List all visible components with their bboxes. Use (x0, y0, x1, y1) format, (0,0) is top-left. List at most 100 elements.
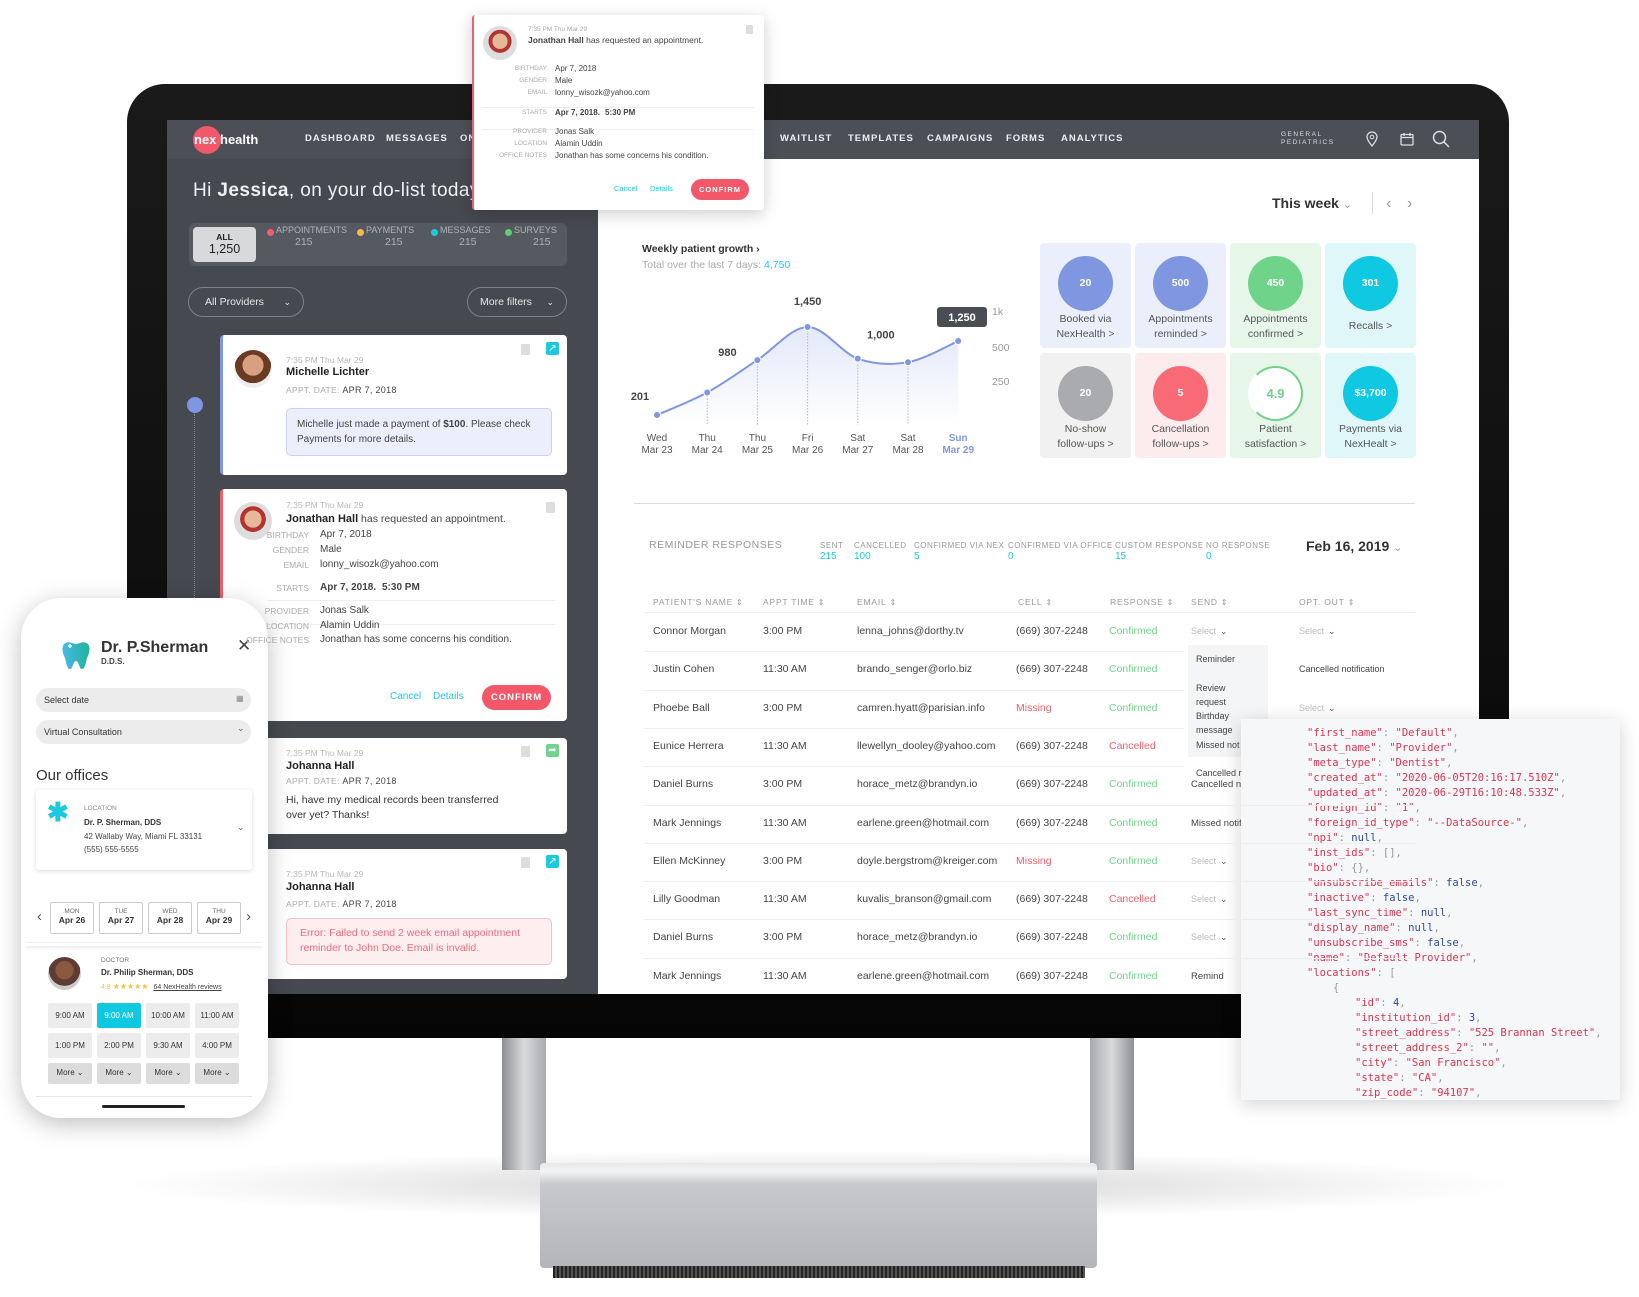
column-label: CELL (1018, 597, 1043, 607)
send-menu-item[interactable]: Review request (1196, 683, 1227, 707)
open-external-icon[interactable]: ↗ (546, 855, 559, 868)
details-button[interactable]: Details (433, 691, 464, 702)
time-slot[interactable]: 10:00 AM (146, 1003, 190, 1028)
nav-messages[interactable]: MESSAGES (386, 133, 448, 144)
next-week-button[interactable]: › (1407, 195, 1413, 212)
close-icon[interactable]: ✕ (237, 636, 252, 655)
day-option[interactable]: THU Apr 29 (197, 902, 241, 934)
send-menu-item[interactable]: Birthday message (1196, 711, 1233, 735)
date-dropdown[interactable]: Feb 16, 2019 ⌄ (1306, 538, 1403, 554)
opt-out-select[interactable]: Select ⌄ (1299, 626, 1336, 637)
calendar-icon[interactable] (1400, 132, 1414, 146)
time-slot[interactable]: 9:30 AM (146, 1033, 190, 1058)
search-icon[interactable] (1432, 130, 1450, 148)
filter-appointments[interactable]: APPOINTMENTS (276, 225, 348, 235)
send-menu-item[interactable]: Cancelled r (1196, 768, 1242, 778)
column-header-6[interactable]: OPT. OUT ⇕ (1299, 597, 1355, 608)
reply-icon[interactable]: ➦ (546, 744, 559, 757)
more-slots-button[interactable]: More ⌄ (97, 1063, 141, 1084)
column-header-1[interactable]: APPT TIME ⇕ (763, 597, 825, 608)
opt-out-select[interactable]: Cancelled notification (1299, 664, 1385, 675)
nav-templates[interactable]: TEMPLATES (848, 133, 914, 144)
confirm-button[interactable]: CONFIRM (482, 685, 551, 710)
column-header-0[interactable]: PATIENT'S NAME ⇕ (653, 597, 744, 608)
filter-payments[interactable]: PAYMENTS (366, 225, 415, 235)
nav-dashboard[interactable]: DASHBOARD (305, 133, 376, 144)
nav-online[interactable]: ON (460, 133, 477, 144)
json-line: "created_at": "2020-06-05T20:16:17.510Z"… (1307, 772, 1566, 785)
chevron-down-icon[interactable]: ⌄ (237, 822, 245, 832)
json-comma: , (1458, 937, 1466, 949)
chart-title[interactable]: Weekly patient growth › (642, 243, 760, 255)
prev-week-button[interactable]: ‹ (1386, 195, 1392, 212)
reviews-link[interactable]: 64 NexHealth reviews (153, 984, 222, 991)
more-slots-button[interactable]: More ⌄ (146, 1063, 190, 1084)
time-slot[interactable]: 4:00 PM (195, 1033, 239, 1058)
trash-icon[interactable] (521, 746, 530, 757)
day-option[interactable]: TUE Apr 27 (99, 902, 143, 934)
providers-dropdown[interactable]: All Providers ⌄ (188, 287, 304, 317)
patient-name: Michelle Lichter (286, 366, 370, 378)
column-header-4[interactable]: RESPONSE ⇕ (1110, 597, 1174, 608)
send-select[interactable]: Cancelled no (1191, 779, 1241, 790)
send-menu-item[interactable]: Reminder (1196, 654, 1236, 664)
filter-all[interactable]: ALL 1,250 (193, 227, 256, 262)
visit-type-select[interactable]: Virtual Consultation (36, 720, 251, 744)
cancel-button[interactable]: Cancel (390, 691, 422, 702)
time-slot[interactable]: 2:00 PM (97, 1033, 141, 1058)
send-select[interactable]: Select ⌄ (1191, 856, 1228, 867)
todo-card-message[interactable] (220, 738, 567, 834)
open-external-icon[interactable]: ↗ (546, 342, 559, 355)
time-slot[interactable]: 1:00 PM (48, 1033, 92, 1058)
todo-card-appointment-request[interactable] (220, 489, 567, 721)
field-label: EMAIL (527, 89, 547, 96)
home-indicator (102, 1105, 185, 1108)
trash-icon[interactable] (521, 857, 530, 868)
trash-icon[interactable] (746, 25, 753, 34)
nav-campaigns[interactable]: CAMPAIGNS (927, 133, 994, 144)
trash-icon[interactable] (521, 344, 530, 355)
practice-selector[interactable]: GENERAL PEDIATRICS (1281, 131, 1335, 147)
column-label: OPT. OUT (1299, 597, 1345, 607)
nav-waitlist[interactable]: WAITLIST (780, 133, 833, 144)
nav-forms[interactable]: FORMS (1006, 133, 1046, 144)
filter-messages[interactable]: MESSAGES (440, 225, 491, 235)
opt-out-select[interactable]: Select ⌄ (1299, 703, 1336, 714)
more-filters-dropdown[interactable]: More filters ⌄ (467, 287, 567, 317)
send-select[interactable]: Select ⌄ (1191, 894, 1228, 905)
top-navbar (167, 120, 1479, 159)
nav-analytics[interactable]: ANALYTICS (1061, 133, 1124, 144)
more-slots-button[interactable]: More ⌄ (48, 1063, 92, 1084)
popup-details-button[interactable]: Details (650, 184, 673, 193)
avatar (234, 350, 272, 388)
period-dropdown[interactable]: This week ⌄ (1272, 195, 1353, 211)
trash-icon[interactable] (546, 502, 555, 513)
response: Confirmed (1109, 625, 1158, 637)
send-value: Select (1191, 932, 1217, 943)
send-select[interactable]: Missed notif (1191, 818, 1241, 829)
send-select[interactable]: Select ⌄ (1191, 932, 1228, 943)
more-slots-button[interactable]: More ⌄ (195, 1063, 239, 1084)
day-option[interactable]: WED Apr 28 (148, 902, 192, 934)
next-days-button[interactable]: › (246, 908, 251, 925)
chevron-down-icon: ⌄ (1342, 199, 1353, 211)
x-tick-label: Mar 27 (842, 445, 874, 456)
popup-cancel-button[interactable]: Cancel (614, 184, 638, 193)
popup-confirm-button[interactable]: CONFIRM (691, 179, 749, 200)
column-header-3[interactable]: CELL ⇕ (1018, 597, 1053, 608)
column-header-2[interactable]: EMAIL ⇕ (857, 597, 897, 608)
prev-days-button[interactable]: ‹ (37, 908, 42, 925)
location-pin-icon[interactable] (1366, 131, 1378, 147)
send-menu-item[interactable]: Missed not (1196, 740, 1240, 750)
time-slot[interactable]: 11:00 AM (195, 1003, 239, 1028)
time-slot[interactable]: 9:00 AM (48, 1003, 92, 1028)
day-option[interactable]: MON Apr 26 (50, 902, 94, 934)
send-select[interactable]: Remind (1191, 971, 1224, 982)
office-card[interactable] (36, 790, 252, 870)
time-slot[interactable]: 9:00 AM (97, 1003, 141, 1028)
filter-surveys[interactable]: SURVEYS (514, 225, 557, 235)
send-select[interactable]: Select ⌄ (1191, 626, 1228, 637)
column-header-5[interactable]: SEND ⇕ (1191, 597, 1228, 608)
field-label: BIRTHDAY (514, 65, 547, 72)
date-input[interactable]: Select date (36, 688, 251, 712)
